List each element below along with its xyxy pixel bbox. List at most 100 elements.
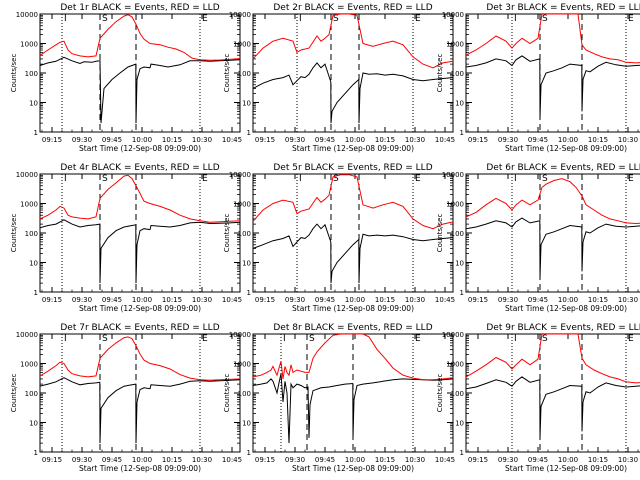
panel-det-2: Det 2r BLACK = Events, RED = LLD Counts/s… [223,3,455,153]
x-tick-label: 09:45 [528,136,548,144]
panel-title: Det 7r BLACK = Events, RED = LLD [60,323,219,333]
x-tick-label: 09:15 [255,136,275,144]
marker-letter-e: E [202,174,208,184]
x-tick-label: 10:15 [162,456,182,464]
series-lld-line [466,14,640,64]
x-axis-label: Start Time (12-Sep-08 09:09:00) [505,304,627,313]
panel-title: Det 2r BLACK = Events, RED = LLD [273,3,432,13]
x-tick-label: 09:45 [102,456,122,464]
x-tick-label: 10:00 [345,296,365,304]
y-tick-label: 1000 [20,41,38,49]
series-events-line [253,223,453,284]
marker-letter-s: S [542,14,548,24]
x-tick-label: 10:30 [618,136,638,144]
series-events-line [466,55,640,118]
x-tick-label: 09:45 [315,456,335,464]
x-tick-label: 09:30 [498,296,518,304]
x-tick-label: 10:00 [345,456,365,464]
y-tick-label: 1000 [446,201,464,209]
x-tick-label: 09:15 [42,456,62,464]
y-tick-label: 10 [455,100,464,108]
x-tick-label: 10:15 [162,136,182,144]
panel-det-3: Det 3r BLACK = Events, RED = LLD Counts/s… [436,3,640,153]
x-tick-label: 09:45 [528,456,548,464]
marker-letter-i: I [64,174,67,184]
marker-letter-e: E [202,334,208,344]
x-tick-label: 09:15 [42,296,62,304]
x-tick-label: 09:45 [102,296,122,304]
marker-letter-e: E [202,14,208,24]
plot-frame [465,333,640,453]
y-axis-label: Counts/sec [223,214,231,253]
x-tick-label: 10:15 [588,136,608,144]
plot-frame [39,13,241,133]
y-tick-label: 10 [242,100,251,108]
x-axis-label: Start Time (12-Sep-08 09:09:00) [79,144,201,153]
x-tick-label: 09:15 [255,456,275,464]
y-axis-label: Counts/sec [223,54,231,93]
y-tick-label: 10000 [229,331,251,339]
series-lld-line [40,336,240,381]
y-axis-label: Counts/sec [10,54,18,93]
y-tick-label: 1000 [233,41,251,49]
x-tick-label: 09:30 [72,296,92,304]
series-events-line [40,219,240,284]
y-tick-label: 10000 [16,171,38,179]
panel-title: Det 1r BLACK = Events, RED = LLD [60,3,219,13]
x-tick-label: 09:45 [528,296,548,304]
panel-title: Det 3r BLACK = Events, RED = LLD [486,3,640,13]
marker-letter-i: I [283,334,286,344]
y-tick-label: 1 [460,129,464,137]
y-tick-label: 10000 [442,11,464,19]
marker-letter-s: S [333,174,339,184]
series-lld-line [466,334,640,384]
panel-det-6: Det 6r BLACK = Events, RED = LLD Counts/s… [436,163,640,313]
y-tick-label: 100 [25,390,38,398]
x-tick-label: 10:45 [222,296,242,304]
y-axis-label: Counts/sec [436,54,444,93]
y-axis-label: Counts/sec [436,214,444,253]
x-tick-label: 09:15 [42,136,62,144]
y-tick-label: 1 [247,449,251,457]
marker-letter-s: S [542,334,548,344]
x-tick-label: 10:15 [375,136,395,144]
y-tick-label: 1000 [446,41,464,49]
x-tick-label: 09:15 [468,136,488,144]
x-tick-label: 10:00 [132,456,152,464]
x-tick-label: 10:15 [588,296,608,304]
marker-letter-e: E [628,174,634,184]
panel-det-7: Det 7r BLACK = Events, RED = LLD Counts/s… [10,323,242,473]
marker-letter-s: S [542,174,548,184]
x-tick-label: 10:15 [588,456,608,464]
marker-letter-e: E [415,14,421,24]
panel-det-4: Det 4r BLACK = Events, RED = LLD Counts/s… [10,163,242,313]
x-tick-label: 09:30 [498,456,518,464]
series-lld-line [253,334,453,381]
y-tick-label: 100 [451,70,464,78]
marker-letter-i: I [64,14,67,24]
marker-letter-i: I [299,174,302,184]
y-tick-label: 100 [25,70,38,78]
series-events-line [466,376,640,438]
x-tick-label: 10:45 [435,456,455,464]
series-lld-line [40,14,240,61]
marker-letter-s: S [309,334,315,344]
series-events-line [253,373,453,444]
series-lld-line [253,174,453,230]
x-tick-label: 09:30 [285,136,305,144]
x-tick-label: 09:45 [315,136,335,144]
x-tick-label: 09:30 [498,136,518,144]
y-axis-label: Counts/sec [10,374,18,413]
y-tick-label: 10 [29,100,38,108]
y-tick-label: 1 [460,449,464,457]
panel-title: Det 5r BLACK = Events, RED = LLD [273,163,432,173]
y-tick-label: 1 [247,289,251,297]
series-lld-line [253,14,453,69]
y-tick-label: 1 [34,289,38,297]
x-tick-label: 10:45 [435,136,455,144]
x-axis-label: Start Time (12-Sep-08 09:09:00) [292,304,414,313]
marker-letter-i: I [299,14,302,24]
x-tick-label: 10:00 [558,296,578,304]
y-tick-label: 10000 [16,331,38,339]
